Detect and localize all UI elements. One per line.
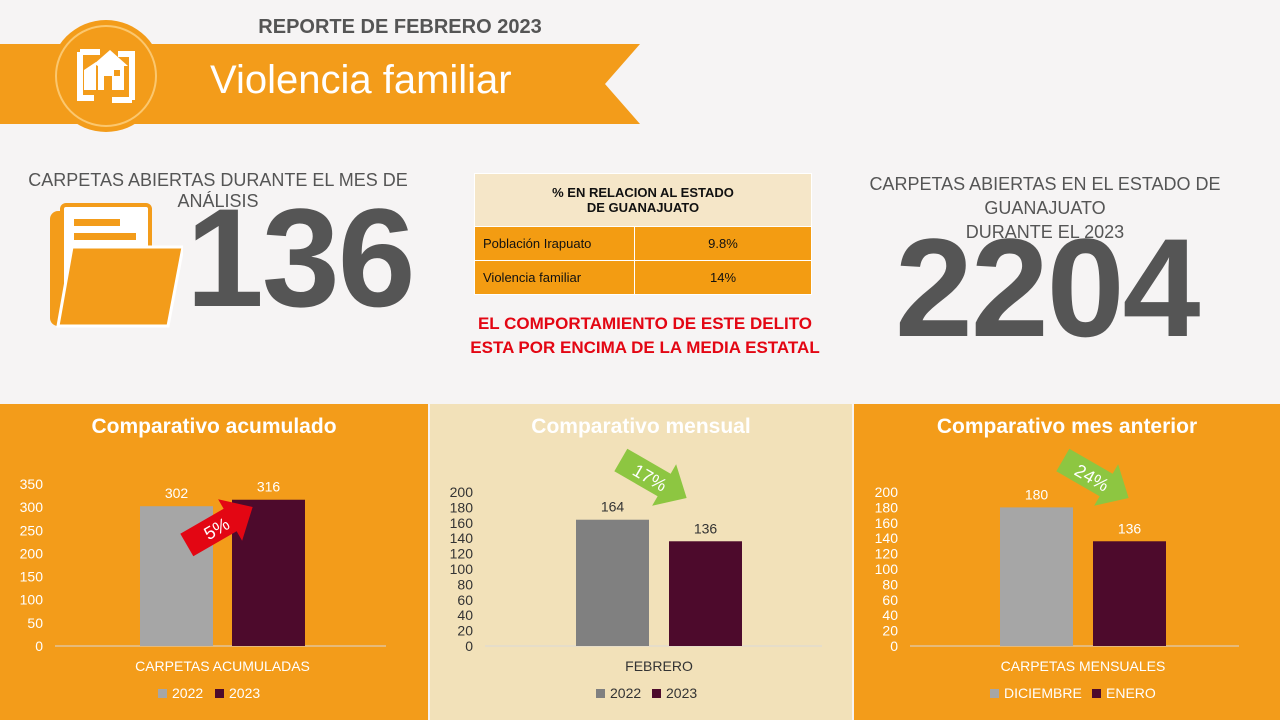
bar xyxy=(576,519,649,646)
arrow-shape xyxy=(180,499,253,557)
legend-label: 2022 xyxy=(172,685,203,701)
bar xyxy=(1093,541,1166,646)
y-tick-label: 0 xyxy=(35,638,43,654)
kpi-state-label-line1: CARPETAS ABIERTAS EN EL ESTADO DE GUANAJ… xyxy=(869,174,1221,218)
legend-label: ENERO xyxy=(1106,685,1156,701)
y-tick-label: 350 xyxy=(20,476,44,492)
data-label: 180 xyxy=(1025,486,1049,502)
y-tick-label: 80 xyxy=(882,576,898,592)
chart-panel-monthly: Comparativo mensual 0 20 40 60 80 100 120 140 16… xyxy=(430,404,852,720)
y-tick-label: 200 xyxy=(875,484,899,500)
data-label: 164 xyxy=(601,499,625,515)
data-label: 136 xyxy=(1118,520,1142,536)
kpi-month-label: CARPETAS ABIERTAS DURANTE EL MES DE ANÁL… xyxy=(28,170,408,211)
family-violence-icon xyxy=(50,20,162,132)
y-tick-label: 180 xyxy=(450,499,474,515)
y-tick-label: 150 xyxy=(20,569,44,585)
bar xyxy=(669,541,742,646)
arrow-shape xyxy=(614,448,687,506)
legend-label: 2023 xyxy=(229,685,260,701)
y-tick-label: 200 xyxy=(450,484,474,500)
legend-label: 2023 xyxy=(666,685,697,701)
chart-panel-accumulated: Comparativo acumulado 0 50 100 150 200 250 300… xyxy=(0,404,428,720)
percent-table: % EN RELACION AL ESTADO DE GUANAJUATO Po… xyxy=(474,173,812,295)
data-label: 136 xyxy=(694,520,718,536)
y-tick-label: 250 xyxy=(20,522,44,538)
kpi-state-label-line2: DURANTE EL 2023 xyxy=(965,222,1125,242)
warning-line2: ESTA POR ENCIMA DE LA MEDIA ESTATAL xyxy=(470,338,820,357)
data-label: 302 xyxy=(165,485,189,501)
y-tick-label: 100 xyxy=(20,592,44,608)
chart-title: Comparativo mes anterior xyxy=(936,415,1198,438)
chart-title: Comparativo mensual xyxy=(531,415,751,438)
legend-swatch xyxy=(990,689,999,698)
x-tick-label: FEBRERO xyxy=(625,658,693,674)
table-cell-label: Población Irapuato xyxy=(474,226,635,261)
bar xyxy=(1000,507,1073,646)
percent-table-header: % EN RELACION AL ESTADO DE GUANAJUATO xyxy=(474,173,812,227)
y-tick-label: 300 xyxy=(20,499,44,515)
warning-text: EL COMPORTAMIENTO DE ESTE DELITO ESTA PO… xyxy=(440,312,850,360)
y-tick-label: 100 xyxy=(450,561,474,577)
chart-panel-previous-month: Comparativo mes anterior 0 20 40 60 80 100 120… xyxy=(854,404,1280,720)
y-tick-label: 200 xyxy=(20,545,44,561)
y-tick-label: 180 xyxy=(875,499,899,515)
kpi-state-value: 2204 xyxy=(895,209,1200,366)
table-row: Población Irapuato 9.8% xyxy=(474,226,812,261)
y-tick-label: 160 xyxy=(875,515,899,531)
warning-line1: EL COMPORTAMIENTO DE ESTE DELITO xyxy=(477,314,813,333)
report-title: REPORTE DE FEBRERO 2023 xyxy=(258,16,542,38)
kpi-month-value: 136 xyxy=(186,179,416,336)
y-tick-label: 50 xyxy=(27,615,43,631)
percent-table-header-line1: % EN RELACION AL ESTADO xyxy=(552,185,734,200)
y-tick-label: 120 xyxy=(875,546,899,562)
y-tick-label: 20 xyxy=(882,623,898,639)
x-tick-label: CARPETAS ACUMULADAS xyxy=(135,658,310,674)
legend-label: 2022 xyxy=(610,685,641,701)
y-tick-label: 100 xyxy=(875,561,899,577)
y-tick-label: 60 xyxy=(882,592,898,608)
data-label: 316 xyxy=(257,479,281,495)
table-cell-value: 9.8% xyxy=(634,226,812,261)
change-arrow: 24% xyxy=(1056,448,1129,506)
y-tick-label: 40 xyxy=(882,607,898,623)
legend-label: DICIEMBRE xyxy=(1004,685,1082,701)
y-tick-label: 160 xyxy=(450,515,474,531)
legend-swatch xyxy=(1092,689,1101,698)
kpi-state-label: CARPETAS ABIERTAS EN EL ESTADO DE GUANAJ… xyxy=(820,172,1270,244)
y-tick-label: 40 xyxy=(457,607,473,623)
table-cell-value: 14% xyxy=(634,260,812,295)
percent-table-header-line2: DE GUANAJUATO xyxy=(586,200,700,215)
y-tick-label: 20 xyxy=(457,623,473,639)
legend-swatch xyxy=(215,689,224,698)
x-tick-label: CARPETAS MENSUALES xyxy=(1001,658,1166,674)
table-cell-label: Violencia familiar xyxy=(474,260,635,295)
y-tick-label: 0 xyxy=(890,638,898,654)
y-tick-label: 120 xyxy=(450,546,474,562)
y-tick-label: 140 xyxy=(450,530,474,546)
y-tick-label: 140 xyxy=(875,530,899,546)
arrow-shape xyxy=(1056,448,1129,506)
chart-title: Comparativo acumulado xyxy=(91,415,337,438)
chart-accumulated: 0 50 100 150 200 250 300 350 302 316 CARPETAS ACUM… xyxy=(20,476,386,701)
folder-icon xyxy=(50,203,183,328)
legend-swatch xyxy=(596,689,605,698)
table-row: Violencia familiar 14% xyxy=(474,260,812,295)
banner-title: Violencia familiar xyxy=(210,58,512,102)
legend-swatch xyxy=(652,689,661,698)
y-tick-label: 0 xyxy=(465,638,473,654)
y-tick-label: 80 xyxy=(457,576,473,592)
legend-swatch xyxy=(158,689,167,698)
y-tick-label: 60 xyxy=(457,592,473,608)
